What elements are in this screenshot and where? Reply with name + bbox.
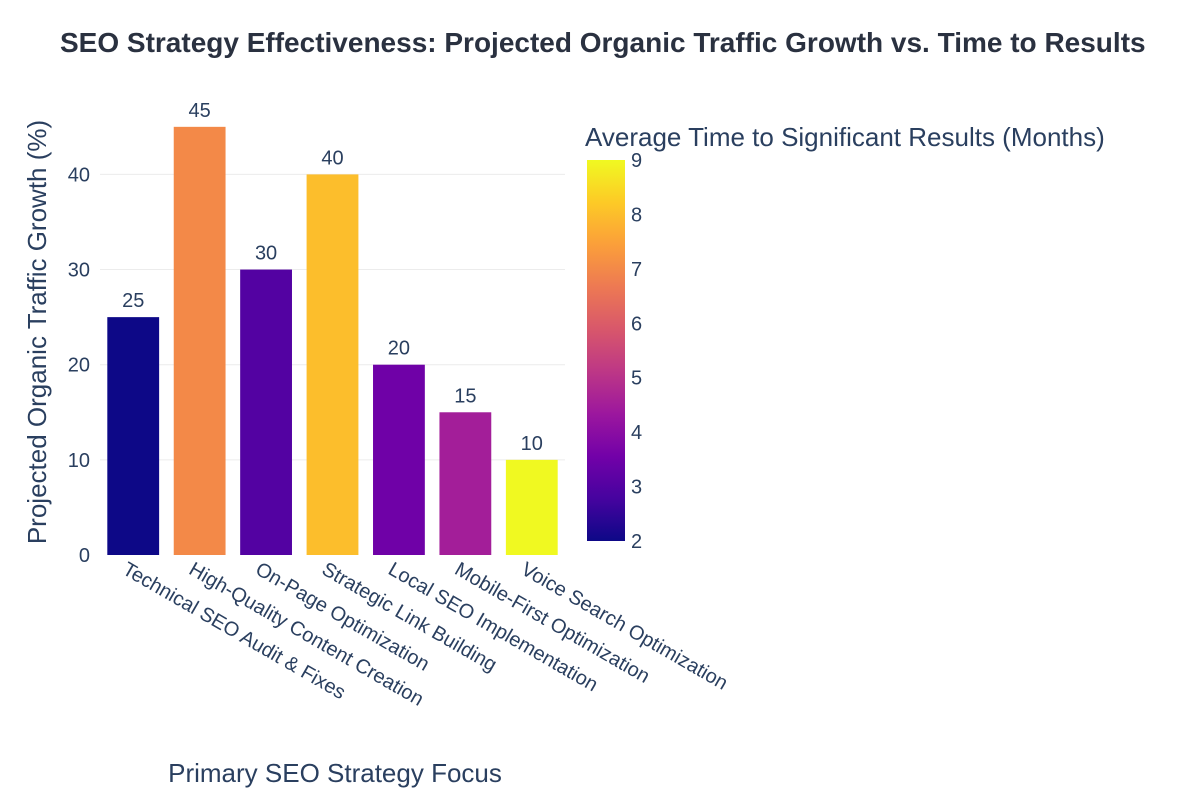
y-tick-label: 40 [68, 164, 90, 186]
bar-value-label: 25 [122, 290, 144, 312]
colorbar-tick-label: 2 [631, 531, 642, 553]
x-axis-title: Primary SEO Strategy Focus [168, 758, 502, 788]
colorbar-tick-label: 7 [631, 259, 642, 281]
y-tick-label: 30 [68, 260, 90, 282]
bar [373, 364, 425, 555]
colorbar-tick-label: 4 [631, 422, 642, 444]
bar-value-labels: 25 45 30 40 20 15 10 [122, 100, 543, 455]
y-axis-title: Projected Organic Traffic Growth (%) [22, 120, 52, 544]
bar [439, 412, 492, 555]
colorbar-ticks: 2 3 4 5 6 7 8 9 [631, 150, 642, 553]
bar [505, 459, 558, 555]
chart-title: SEO Strategy Effectiveness: Projected Or… [60, 27, 1146, 58]
bar-value-label: 45 [189, 100, 211, 122]
colorbar-tick-label: 3 [631, 477, 642, 499]
colorbar [587, 160, 625, 541]
colorbar-title: Average Time to Significant Results (Mon… [585, 122, 1105, 152]
y-tick-label: 10 [68, 450, 90, 472]
bar-value-label: 15 [454, 385, 476, 407]
colorbar-tick-label: 5 [631, 368, 642, 390]
y-tick-label: 20 [68, 355, 90, 377]
x-axis-ticks: Technical SEO Audit & FixesHigh-Quality … [119, 558, 732, 710]
bar [306, 174, 359, 555]
colorbar-tick-label: 6 [631, 313, 642, 335]
bar-value-label: 10 [521, 433, 543, 455]
bars [107, 126, 558, 555]
bar-value-label: 40 [321, 147, 343, 169]
y-tick-label: 0 [79, 545, 90, 567]
bar [173, 126, 226, 555]
bar-value-label: 20 [388, 338, 410, 360]
bar [240, 269, 292, 555]
colorbar-tick-label: 9 [631, 150, 642, 172]
y-axis-ticks: 0 10 20 30 40 [68, 164, 90, 567]
bar [107, 317, 160, 555]
bar-value-label: 30 [255, 243, 277, 265]
colorbar-tick-label: 8 [631, 204, 642, 226]
